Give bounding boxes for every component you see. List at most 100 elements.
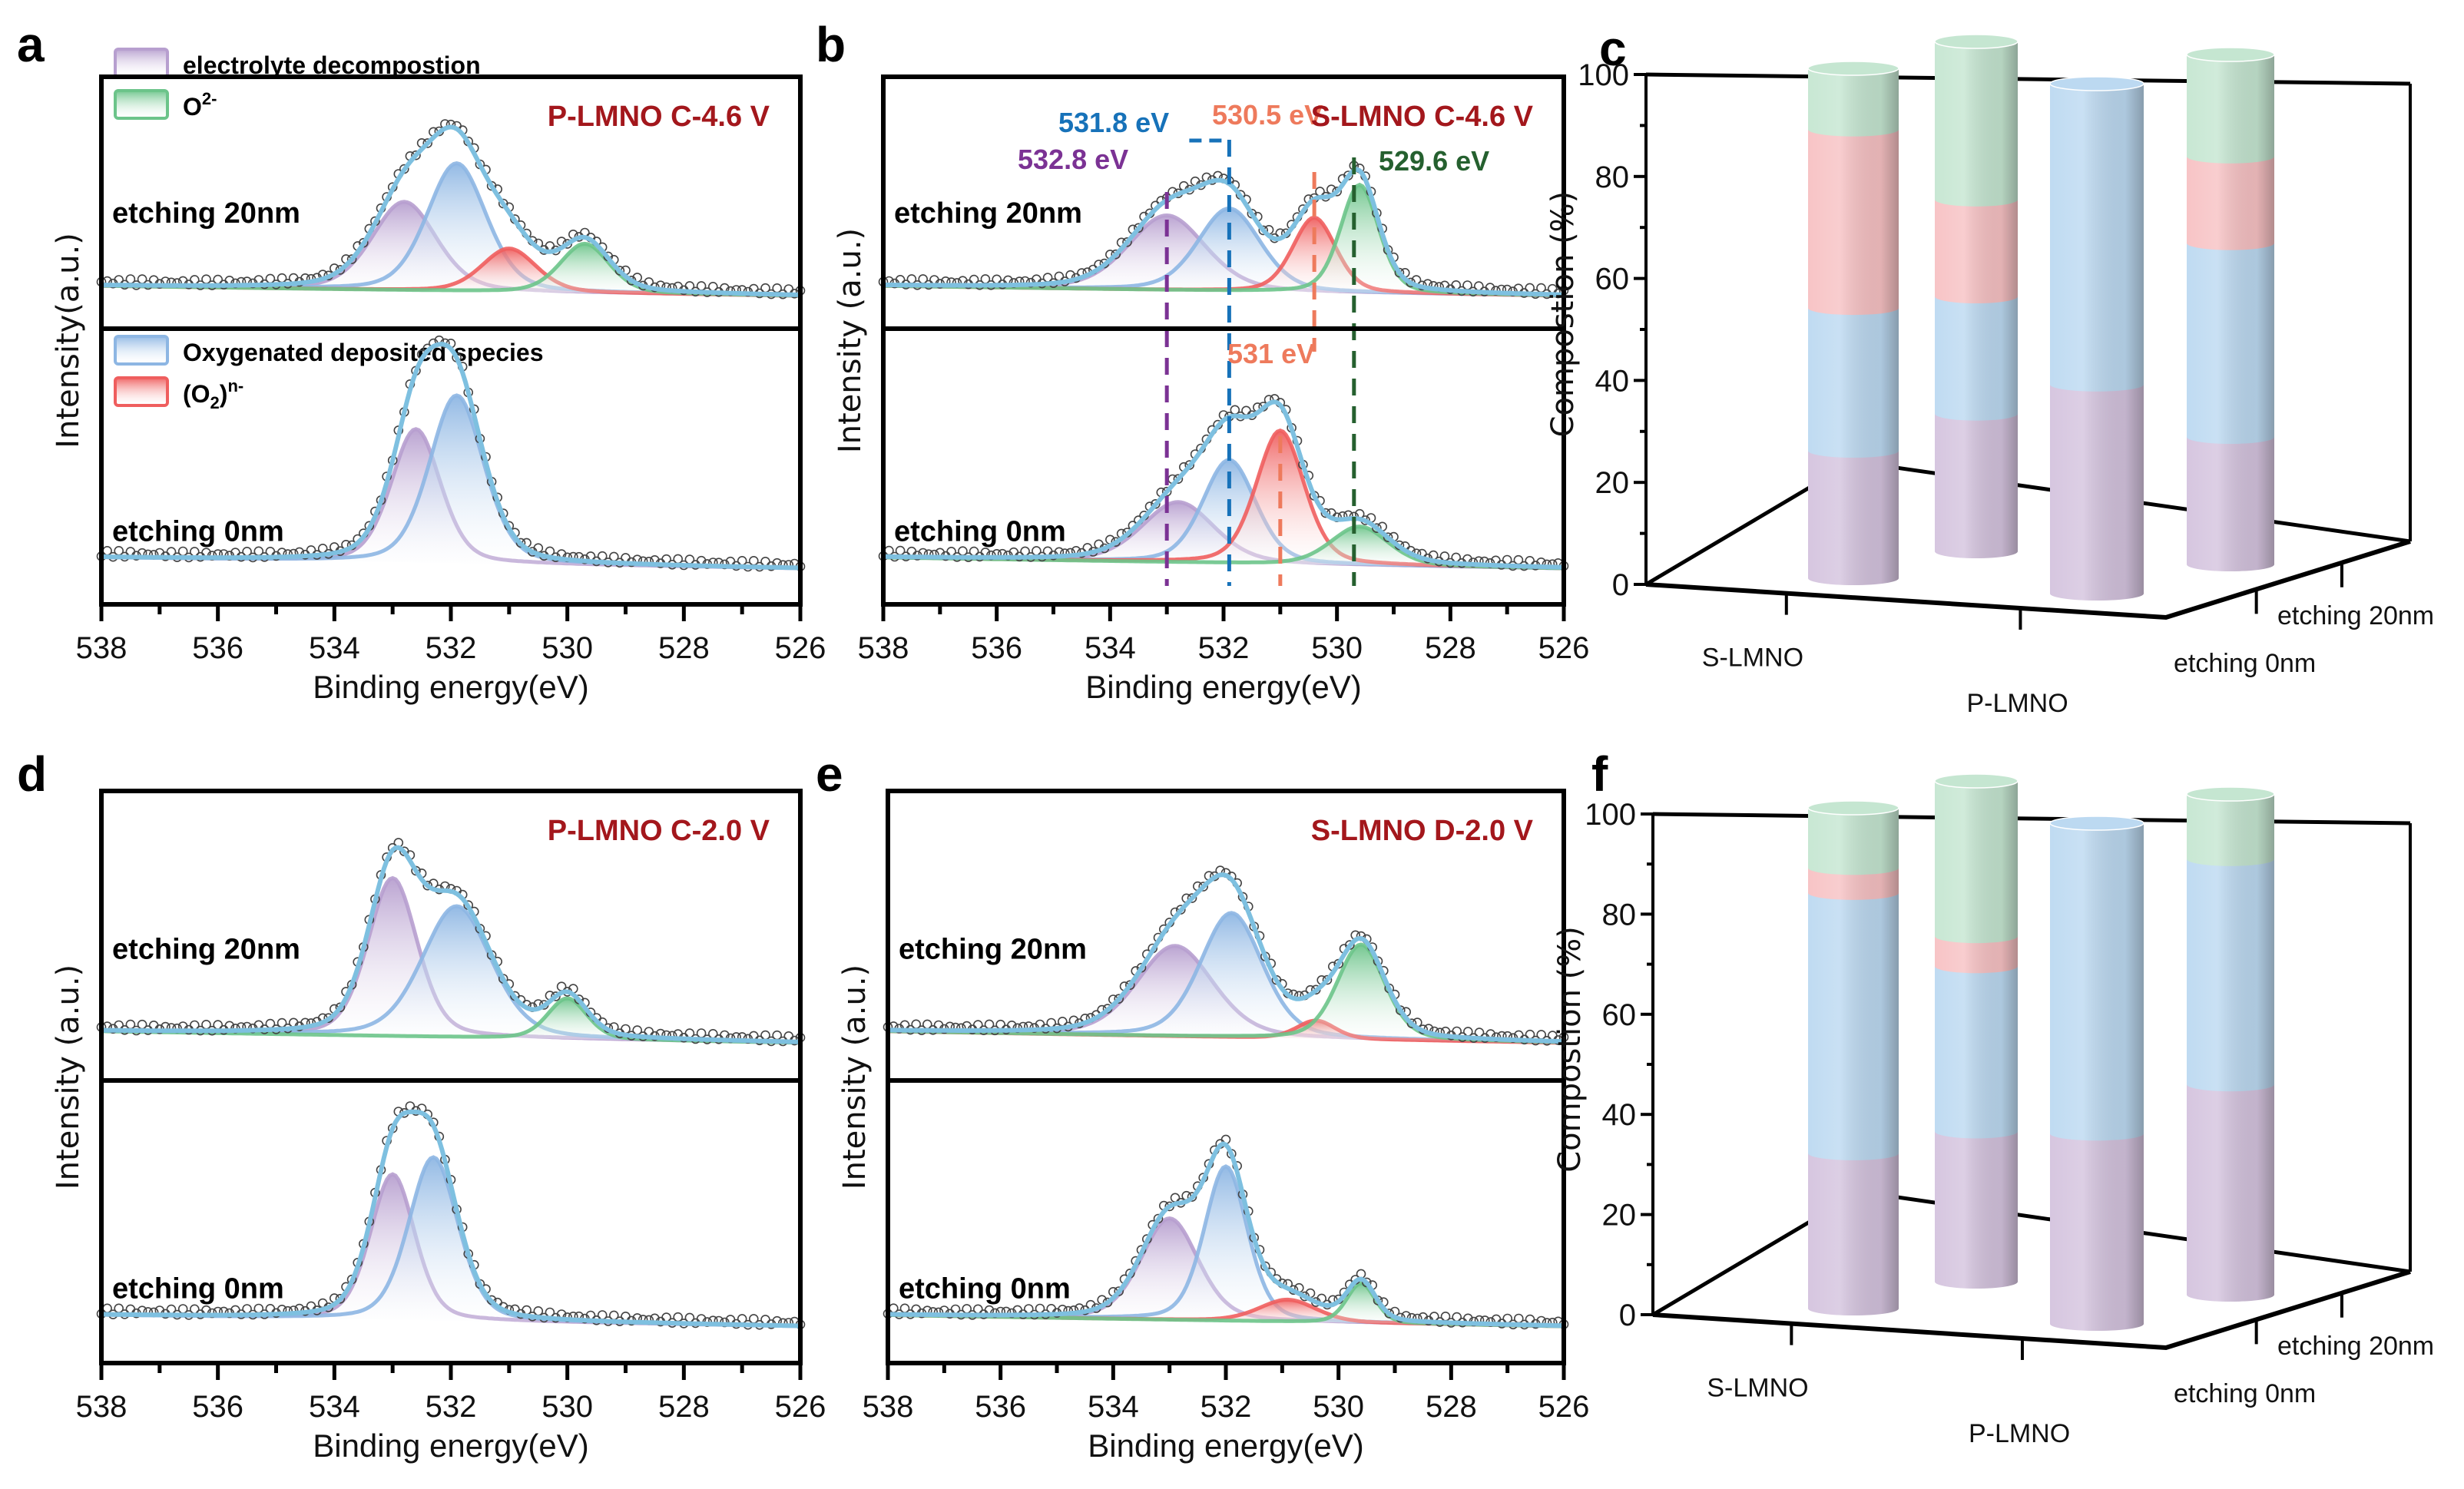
data-point [1122,237,1132,247]
panel-letter: b [816,17,846,72]
panel-d: d etching 20nm etching 0nm 538 536 534 532 530 5… [17,746,826,1464]
y-tick-label: 80 [1602,898,1637,931]
bar-top-cap [2186,786,2275,802]
etching-label: etching 0nm [899,1272,1071,1305]
data-point [783,1031,794,1041]
legend-label-peroxo: (O2)n- [183,376,243,412]
data-point [551,991,561,1001]
y-tick-label: 20 [1595,466,1630,500]
data-point [1114,1286,1124,1296]
envelope-fit-line [101,1109,800,1329]
data-point [335,1294,346,1304]
x-tick-label: 534 [309,1390,360,1424]
bar-segment-shade [1935,966,2018,1139]
envelope-fit-line [888,872,1565,1044]
data-point [1161,486,1172,497]
x-tick-label: 528 [658,1390,710,1424]
category-label: S-LMNO [1702,644,1803,673]
panel-letter: f [1591,746,1608,802]
bar-segment-shade [1935,936,2018,974]
bar-segment-shade [1935,199,2018,303]
bar-segment-shade [1935,296,2018,421]
data-point [335,1002,346,1013]
y-tick-label: 40 [1595,364,1630,398]
peak-fill-oxygenated [101,163,800,296]
x-tick-label: 534 [309,631,360,665]
bar-segment-shade [1808,892,1899,1160]
data-point [992,274,1002,285]
peak-position-label: 531 eV [1227,338,1315,369]
subplot-etching-20nm: etching 20nm [96,838,806,1047]
etching-label: etching 20nm [894,197,1082,230]
data-point [1046,1304,1056,1314]
data-point [760,556,770,567]
legend-label-lattice: O2- [183,89,217,121]
bar-segment-shade [1935,413,2018,558]
y-axis-title: Intensity (a.u.) [51,965,86,1190]
bar-segment-shade [2187,1084,2274,1302]
envelope-fit-line [883,167,1565,297]
data-point [1394,267,1405,278]
peak-position-label: 531.8 eV [1058,107,1169,138]
depth-label: etching 0nm [2174,1379,2316,1408]
y-tick-label: 100 [1585,798,1636,832]
top-back-edge [1652,812,2411,826]
data-point [1058,1017,1068,1027]
data-point [1322,974,1333,985]
y-axis-title: Compostion (%) [1545,191,1581,438]
bar-segment-shade [1808,129,1899,316]
category-label: S-LMNO [1707,1374,1808,1403]
x-tick-label: 536 [192,631,243,665]
data-point [1258,225,1268,236]
peak-position-label: 532.8 eV [1018,144,1128,175]
bar-top-cap [2049,76,2144,91]
bar-segment-shade [1808,451,1899,585]
subplot-etching-0nm: etching 0nm [96,335,806,572]
data-point [1332,187,1342,197]
sample-title: S-LMNO C-4.6 V [1311,101,1534,133]
data-point [1525,1314,1535,1325]
data-point [621,1312,631,1322]
bar-top-cap [2186,47,2275,62]
data-point [1525,555,1535,566]
data-point [1384,1309,1394,1319]
subplot-etching-20nm: etching 20nm [878,160,1569,299]
x-tick-label: 526 [1538,631,1590,665]
x-tick-label: 528 [658,631,710,665]
bar-segment-shade [2187,243,2274,444]
sample-title: P-LMNO C-4.6 V [548,101,770,133]
data-point [515,538,526,548]
panel-letter: a [17,17,45,72]
bar-segment-shade [1808,68,1899,137]
cylinder-bar [2049,76,2144,601]
panel-c: c 0 20 40 60 80 100 Compostion (%) S-LMNO P-LMNO e… [1545,21,2434,718]
peak-fill-oxygenated [888,1166,1564,1327]
x-tick-label: 532 [1198,631,1250,665]
cylinder-bar [2186,47,2275,571]
bar-segment-shade [1935,41,2018,207]
data-point [1102,1297,1113,1308]
cylinder-bar [2186,786,2275,1302]
bar-segment-shade [2187,794,2274,866]
bar-top-cap [1934,34,2019,49]
peak-fill-oxygenated [888,912,1564,1043]
x-tick-label: 534 [1088,1390,1139,1424]
bar-segment-shade [1935,1131,2018,1289]
data-point [1383,532,1393,543]
x-axis-title: Binding energy(eV) [313,1428,589,1464]
data-point [265,546,276,557]
y-tick-label: 0 [1619,1299,1636,1332]
data-point [1111,249,1121,260]
data-point [1187,1192,1197,1202]
bar-segment-shade [2187,859,2274,1092]
panel-letter: c [1599,21,1627,76]
x-tick-label: 528 [1425,631,1476,665]
sample-title: S-LMNO D-2.0 V [1311,815,1534,847]
data-point [1241,405,1251,416]
panel-a: a etching 20nm etching 0nm 538 536 534 532 530 5… [17,17,826,705]
y-axis-title: Compostion (%) [1552,926,1588,1173]
legend-text-sub: 2 [210,393,220,412]
category-label: P-LMNO [1966,689,2068,718]
etching-label: etching 20nm [112,934,300,966]
legend-swatch-oxygenated [114,335,169,366]
